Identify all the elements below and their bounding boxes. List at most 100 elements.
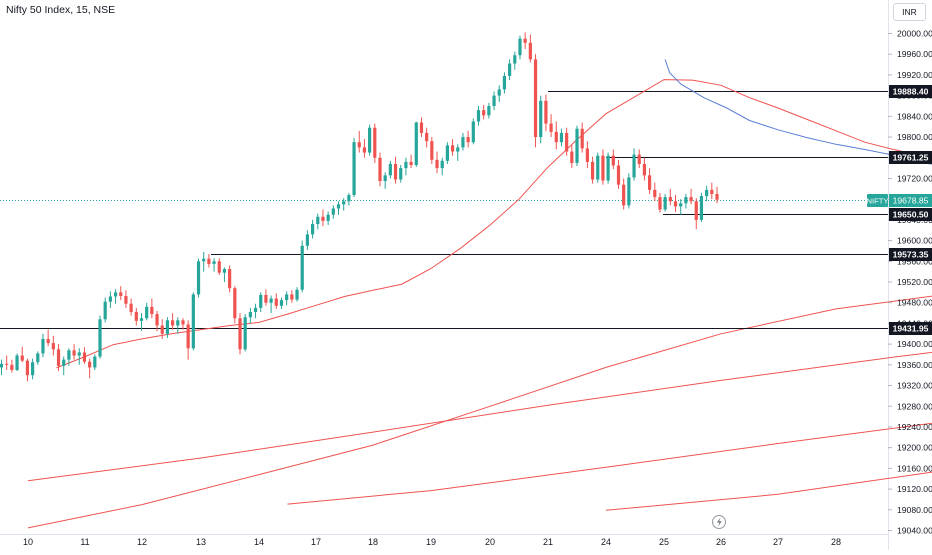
- candle-body: [534, 59, 537, 137]
- candle: [78, 348, 81, 365]
- candle: [301, 241, 304, 293]
- candle-body: [363, 147, 366, 152]
- price-tick-label: 19720.00: [897, 173, 932, 183]
- candle-body: [145, 307, 148, 318]
- candle-body: [477, 110, 480, 121]
- candle: [689, 189, 692, 205]
- time-tick-label: 19: [426, 537, 436, 547]
- candle: [259, 292, 262, 312]
- candle-body: [529, 43, 532, 60]
- candle-body: [98, 319, 101, 356]
- candle-body: [596, 156, 599, 180]
- candle: [679, 199, 682, 215]
- level-price-label: 19650.50: [893, 210, 929, 220]
- candle: [176, 317, 179, 334]
- candle: [544, 95, 547, 131]
- candle-body: [57, 349, 60, 366]
- candle: [181, 318, 184, 329]
- candle: [15, 353, 18, 371]
- candle-body: [409, 162, 412, 165]
- candle: [658, 193, 661, 213]
- candle-body: [228, 269, 231, 288]
- price-tick-label: 19320.00: [897, 381, 932, 391]
- currency-button[interactable]: INR: [893, 3, 926, 21]
- candle-body: [435, 160, 438, 168]
- candle: [555, 122, 558, 150]
- level-price-label: 19431.95: [893, 324, 929, 334]
- candle: [384, 172, 387, 189]
- candle-body: [78, 352, 81, 355]
- candle: [389, 161, 392, 179]
- candle: [477, 106, 480, 126]
- candle-body: [249, 312, 252, 317]
- candle-body: [52, 343, 55, 349]
- candle: [565, 128, 568, 156]
- candle-body: [612, 156, 615, 166]
- candle-body: [166, 320, 169, 333]
- candle-body: [311, 224, 314, 234]
- candle: [482, 105, 485, 119]
- candle-body: [591, 162, 594, 180]
- candle: [524, 32, 527, 49]
- candle: [669, 189, 672, 206]
- candle: [710, 183, 713, 200]
- candle: [518, 36, 521, 60]
- candle: [233, 286, 236, 323]
- candle-body: [197, 261, 200, 294]
- candle-body: [482, 110, 485, 115]
- candle-body: [347, 195, 350, 201]
- candle: [358, 131, 361, 153]
- ema-line: [57, 80, 923, 368]
- candle-body: [503, 76, 506, 89]
- candle-body: [171, 320, 174, 325]
- candle: [212, 258, 215, 271]
- candle-body: [565, 133, 568, 152]
- price-tick-label: 19120.00: [897, 484, 932, 494]
- candle-body: [508, 64, 511, 76]
- candle-body: [643, 164, 646, 175]
- candle: [591, 157, 594, 184]
- candle-body: [373, 128, 376, 158]
- candle: [534, 54, 537, 147]
- candle: [373, 124, 376, 163]
- candle: [36, 351, 39, 364]
- candle-body: [710, 190, 713, 194]
- candle: [244, 314, 247, 351]
- candle-body: [420, 123, 423, 133]
- candle: [31, 359, 34, 380]
- candle: [145, 303, 148, 321]
- horizontal-levels-layer: [0, 92, 888, 329]
- candle-body: [88, 362, 91, 368]
- lightning-icon: [713, 516, 726, 529]
- time-tick-label: 13: [196, 537, 206, 547]
- candle: [622, 178, 625, 209]
- candle-body: [601, 156, 604, 181]
- candle-body: [285, 294, 288, 300]
- candles-layer: [0, 32, 719, 381]
- candle-body: [31, 362, 34, 375]
- candle: [342, 198, 345, 210]
- candle: [197, 259, 200, 298]
- candle: [435, 152, 438, 174]
- candle: [228, 265, 231, 292]
- candle-body: [181, 320, 184, 324]
- candle-body: [549, 124, 552, 132]
- price-tick-label: 19240.00: [897, 422, 932, 432]
- candle: [498, 85, 501, 102]
- candle-body: [632, 155, 635, 178]
- candle-body: [689, 197, 692, 201]
- candle-body: [648, 175, 651, 189]
- candle: [264, 289, 267, 306]
- candle-body: [104, 302, 107, 320]
- candle-body: [622, 185, 625, 206]
- candle: [285, 291, 288, 305]
- candle: [664, 194, 667, 212]
- ema-long-2-line: [28, 308, 932, 481]
- candle: [337, 201, 340, 214]
- candle-body: [456, 147, 459, 151]
- candle-body: [83, 352, 86, 361]
- candle-body: [114, 292, 117, 296]
- ema-long-3-line: [288, 352, 932, 504]
